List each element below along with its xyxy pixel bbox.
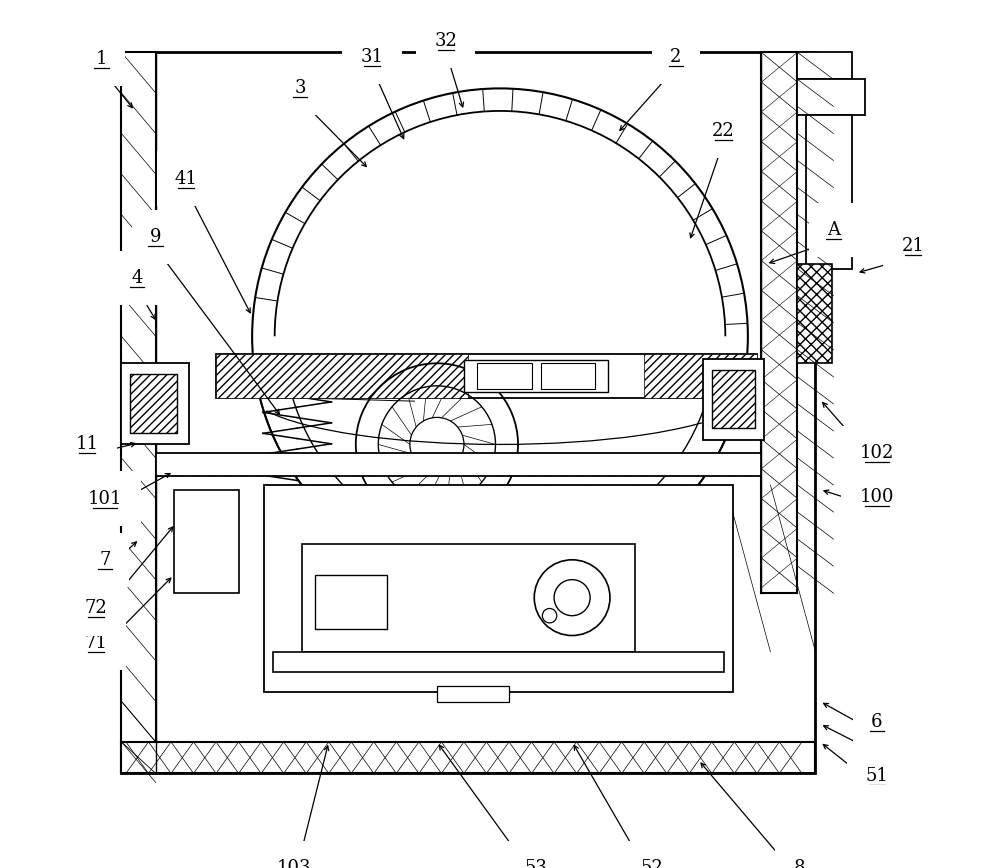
- Text: 8: 8: [793, 859, 805, 868]
- Text: 53: 53: [525, 859, 547, 868]
- Text: A: A: [827, 221, 840, 239]
- Bar: [806, 115, 852, 269]
- Circle shape: [534, 560, 610, 635]
- Bar: [156, 453, 761, 476]
- Text: 41: 41: [175, 169, 198, 187]
- Bar: [797, 79, 865, 115]
- Text: 72: 72: [85, 600, 108, 617]
- Bar: [477, 364, 532, 389]
- Text: 100: 100: [860, 488, 894, 506]
- Bar: [302, 543, 635, 652]
- Bar: [797, 52, 852, 79]
- Bar: [541, 364, 595, 389]
- Text: 103: 103: [277, 859, 312, 868]
- Text: 101: 101: [88, 490, 122, 508]
- Circle shape: [542, 608, 557, 623]
- Bar: [491, 543, 631, 638]
- Bar: [121, 52, 815, 773]
- Text: 4: 4: [131, 269, 142, 286]
- Text: 51: 51: [865, 767, 888, 786]
- Text: 6: 6: [871, 713, 883, 731]
- Bar: [464, 359, 608, 392]
- Bar: [121, 52, 156, 773]
- Bar: [216, 354, 757, 398]
- Text: 9: 9: [150, 228, 161, 247]
- Text: 5: 5: [871, 733, 882, 751]
- Bar: [121, 742, 815, 773]
- Bar: [761, 52, 797, 593]
- Bar: [797, 264, 832, 364]
- Text: 71: 71: [85, 634, 108, 652]
- Bar: [315, 575, 387, 629]
- Bar: [712, 370, 755, 428]
- Bar: [174, 490, 239, 593]
- Text: 31: 31: [361, 48, 384, 66]
- Text: 3: 3: [294, 79, 306, 97]
- Text: 22: 22: [712, 122, 735, 140]
- Bar: [264, 485, 733, 693]
- Bar: [437, 686, 509, 702]
- Text: 11: 11: [76, 436, 99, 453]
- Text: 52: 52: [640, 859, 663, 868]
- Text: 21: 21: [901, 237, 924, 255]
- Circle shape: [554, 580, 590, 615]
- Text: 7: 7: [100, 551, 111, 569]
- Text: 32: 32: [434, 31, 457, 49]
- Bar: [703, 358, 764, 440]
- Bar: [273, 652, 724, 672]
- Polygon shape: [644, 354, 757, 398]
- Polygon shape: [216, 354, 468, 398]
- Bar: [121, 364, 189, 444]
- Text: 1: 1: [96, 49, 107, 68]
- Text: 102: 102: [860, 444, 894, 463]
- Bar: [130, 374, 177, 433]
- Text: 2: 2: [670, 48, 681, 66]
